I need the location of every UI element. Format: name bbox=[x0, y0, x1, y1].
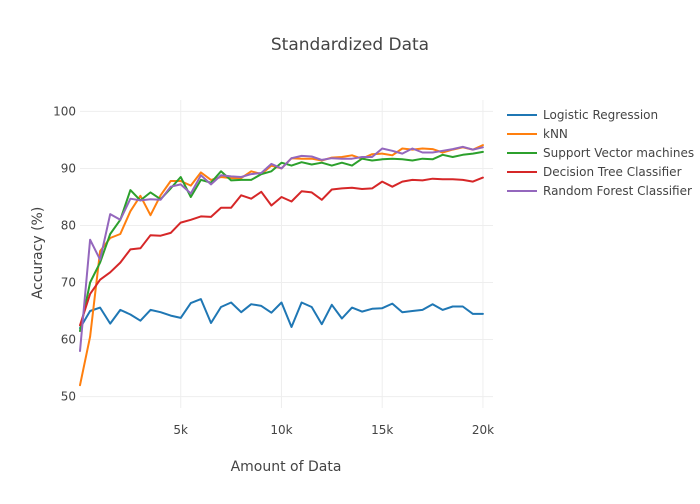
legend-item-support-vector-machines[interactable]: Support Vector machines bbox=[507, 146, 694, 160]
legend-label-knn: kNN bbox=[543, 127, 568, 141]
legend-item-decision-tree-classifier[interactable]: Decision Tree Classifier bbox=[507, 165, 682, 179]
y-tick-label-90: 90 bbox=[61, 161, 76, 175]
legend-item-logistic-regression[interactable]: Logistic Regression bbox=[507, 108, 658, 122]
legend[interactable]: Logistic Regression kNN Support Vector mac… bbox=[507, 108, 694, 198]
y-tick-label-100: 100 bbox=[53, 104, 76, 118]
chart-title: Standardized Data bbox=[271, 35, 429, 55]
series-line-random-forest-classifier bbox=[79, 145, 484, 352]
series-line-support-vector-machines bbox=[79, 150, 484, 332]
x-tick-label-5k: 5k bbox=[173, 423, 188, 437]
legend-label-support-vector-machines: Support Vector machines bbox=[543, 146, 694, 160]
series-layer bbox=[79, 144, 484, 387]
legend-item-knn[interactable]: kNN bbox=[507, 127, 568, 141]
y-tick-label-70: 70 bbox=[61, 276, 76, 290]
series-line-decision-tree-classifier bbox=[79, 176, 484, 327]
x-tick-label-15k: 15k bbox=[371, 423, 393, 437]
y-tick-label-50: 50 bbox=[61, 390, 76, 404]
x-tick-label-10k: 10k bbox=[270, 423, 292, 437]
legend-label-decision-tree-classifier: Decision Tree Classifier bbox=[543, 165, 682, 179]
tick-layer: 50 60 70 80 90 100 5k 10k 15k 20k bbox=[53, 104, 494, 437]
y-axis-title: Accuracy (%) bbox=[30, 207, 46, 300]
x-axis-title: Amount of Data bbox=[231, 459, 342, 475]
grid-layer bbox=[80, 100, 493, 408]
y-tick-label-80: 80 bbox=[61, 218, 76, 232]
series-line-logistic-regression bbox=[79, 298, 484, 330]
legend-label-logistic-regression: Logistic Regression bbox=[543, 108, 658, 122]
legend-label-random-forest-classifier: Random Forest Classifier bbox=[543, 184, 692, 198]
legend-item-random-forest-classifier[interactable]: Random Forest Classifier bbox=[507, 184, 692, 198]
y-tick-label-60: 60 bbox=[61, 333, 76, 347]
x-tick-label-20k: 20k bbox=[472, 423, 494, 437]
